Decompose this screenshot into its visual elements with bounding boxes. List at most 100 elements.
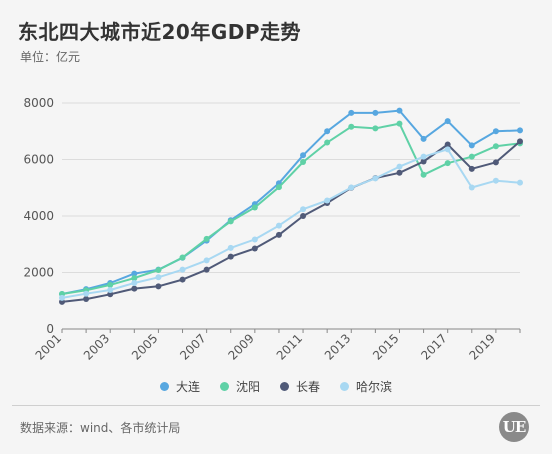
data-point — [468, 142, 475, 149]
data-point — [155, 266, 162, 273]
data-point — [420, 158, 427, 165]
data-point — [517, 179, 523, 186]
data-point — [348, 109, 355, 116]
series-4 — [59, 146, 523, 301]
series-line — [61, 140, 521, 303]
data-point — [179, 254, 186, 261]
data-point — [131, 270, 138, 277]
data-point — [372, 175, 379, 182]
y-tick-label: 4000 — [23, 209, 54, 223]
y-tick-label: 6000 — [23, 153, 54, 167]
data-point — [396, 163, 403, 170]
data-point — [396, 107, 403, 114]
y-tick-label: 0 — [46, 322, 54, 336]
data-point — [107, 281, 114, 288]
x-tick-label: 2011 — [274, 331, 305, 362]
data-point — [372, 109, 379, 116]
data-point — [179, 276, 186, 283]
data-point — [444, 160, 451, 167]
axes — [61, 328, 521, 333]
data-point — [324, 197, 331, 204]
series-line — [61, 148, 521, 299]
data-point — [348, 184, 355, 191]
legend-label: 沈阳 — [235, 380, 260, 394]
data-point — [251, 204, 258, 211]
x-tick-label: 2015 — [370, 331, 401, 362]
data-point — [300, 206, 307, 213]
data-point — [155, 274, 162, 281]
data-point — [203, 257, 210, 264]
data-point — [396, 169, 403, 176]
x-tick-label: 2001 — [33, 331, 64, 362]
data-point — [492, 177, 499, 184]
data-point — [107, 287, 114, 294]
data-point — [420, 153, 427, 160]
legend-item[interactable]: 长春 — [280, 378, 320, 395]
data-point — [275, 184, 282, 191]
chart-title: 东北四大城市近20年GDP走势 — [18, 20, 302, 44]
x-tick-label: 2013 — [322, 331, 353, 362]
data-point — [420, 135, 427, 142]
data-point — [444, 141, 451, 148]
series-1 — [59, 107, 523, 297]
series-line — [61, 109, 521, 295]
series-line — [61, 122, 521, 295]
y-tick-label: 2000 — [23, 266, 54, 280]
legend-label: 大连 — [175, 380, 200, 394]
data-point — [324, 139, 331, 146]
data-point — [324, 128, 331, 135]
legend-swatch — [159, 382, 169, 391]
legend-item[interactable]: 大连 — [159, 378, 200, 395]
data-point — [492, 143, 499, 150]
series-2 — [59, 120, 523, 297]
legend-label: 长春 — [296, 380, 321, 394]
data-point — [131, 285, 138, 292]
gridlines — [62, 102, 520, 273]
x-tick-label: 2017 — [418, 331, 449, 362]
data-point — [275, 222, 282, 229]
x-tick-label: 2003 — [81, 331, 112, 362]
data-point — [227, 218, 234, 225]
footer-divider — [12, 405, 540, 406]
data-point — [300, 213, 307, 219]
data-point — [131, 275, 138, 282]
data-point — [420, 171, 427, 178]
x-tick-label: 2009 — [225, 331, 256, 362]
x-tick-label: 2019 — [467, 331, 498, 362]
data-point — [517, 138, 523, 145]
data-point — [468, 165, 475, 172]
data-point — [203, 266, 210, 273]
data-point — [251, 245, 258, 252]
data-point — [396, 120, 403, 127]
legend-label: 哈尔滨 — [356, 380, 393, 394]
x-tick-label: 2007 — [177, 331, 208, 362]
data-point — [468, 184, 475, 191]
data-point — [444, 146, 451, 153]
data-point — [275, 231, 282, 238]
data-point — [444, 118, 451, 125]
data-point — [155, 283, 162, 290]
source-note: 数据来源：wind、各市统计局 — [20, 421, 181, 435]
unit-label: 单位：亿元 — [20, 50, 81, 64]
x-tick-label: 2005 — [129, 331, 160, 362]
data-point — [131, 279, 138, 286]
legend: 大连 沈阳 长春 哈尔滨 — [0, 378, 552, 395]
series-lines — [59, 107, 523, 305]
data-point — [83, 296, 90, 303]
data-point — [372, 125, 379, 132]
y-tick-label: 8000 — [23, 96, 54, 110]
data-point — [251, 236, 258, 243]
data-point — [107, 291, 114, 298]
data-point — [300, 152, 307, 159]
data-point — [468, 153, 475, 160]
legend-item[interactable]: 哈尔滨 — [340, 378, 392, 395]
legend-item[interactable]: 沈阳 — [219, 378, 260, 395]
brand-logo: UE — [499, 412, 529, 442]
data-point — [227, 244, 234, 251]
data-point — [227, 253, 234, 260]
data-point — [83, 290, 90, 297]
legend-swatch — [340, 382, 350, 391]
data-point — [492, 128, 499, 135]
data-point — [59, 294, 65, 301]
